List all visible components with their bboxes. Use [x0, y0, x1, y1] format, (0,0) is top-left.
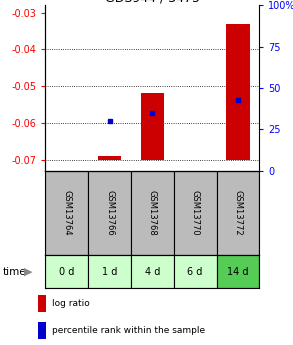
Text: log ratio: log ratio	[52, 299, 90, 308]
Bar	[226, 23, 250, 160]
Text: GSM13772: GSM13772	[234, 190, 242, 236]
Bar	[38, 322, 46, 339]
Bar	[174, 255, 217, 288]
Text: 1 d: 1 d	[102, 267, 117, 277]
Bar	[141, 93, 164, 160]
Text: GSM13768: GSM13768	[148, 190, 157, 236]
Text: GSM13770: GSM13770	[191, 190, 200, 236]
Text: 4 d: 4 d	[145, 267, 160, 277]
Bar	[131, 171, 174, 255]
Text: GSM13764: GSM13764	[62, 190, 71, 236]
Text: 14 d: 14 d	[227, 267, 249, 277]
Bar	[217, 255, 259, 288]
Bar	[45, 171, 88, 255]
Bar	[38, 295, 46, 312]
Text: ▶: ▶	[24, 267, 33, 277]
Bar	[174, 171, 217, 255]
Text: 6 d: 6 d	[188, 267, 203, 277]
Bar	[98, 156, 121, 160]
Bar	[131, 255, 174, 288]
Text: percentile rank within the sample: percentile rank within the sample	[52, 326, 205, 335]
Text: time: time	[3, 267, 27, 277]
Bar	[217, 171, 259, 255]
Text: 0 d: 0 d	[59, 267, 74, 277]
Title: GDS944 / 3475: GDS944 / 3475	[105, 0, 200, 4]
Bar	[88, 255, 131, 288]
Bar	[88, 171, 131, 255]
Text: GSM13766: GSM13766	[105, 190, 114, 236]
Bar	[45, 255, 88, 288]
